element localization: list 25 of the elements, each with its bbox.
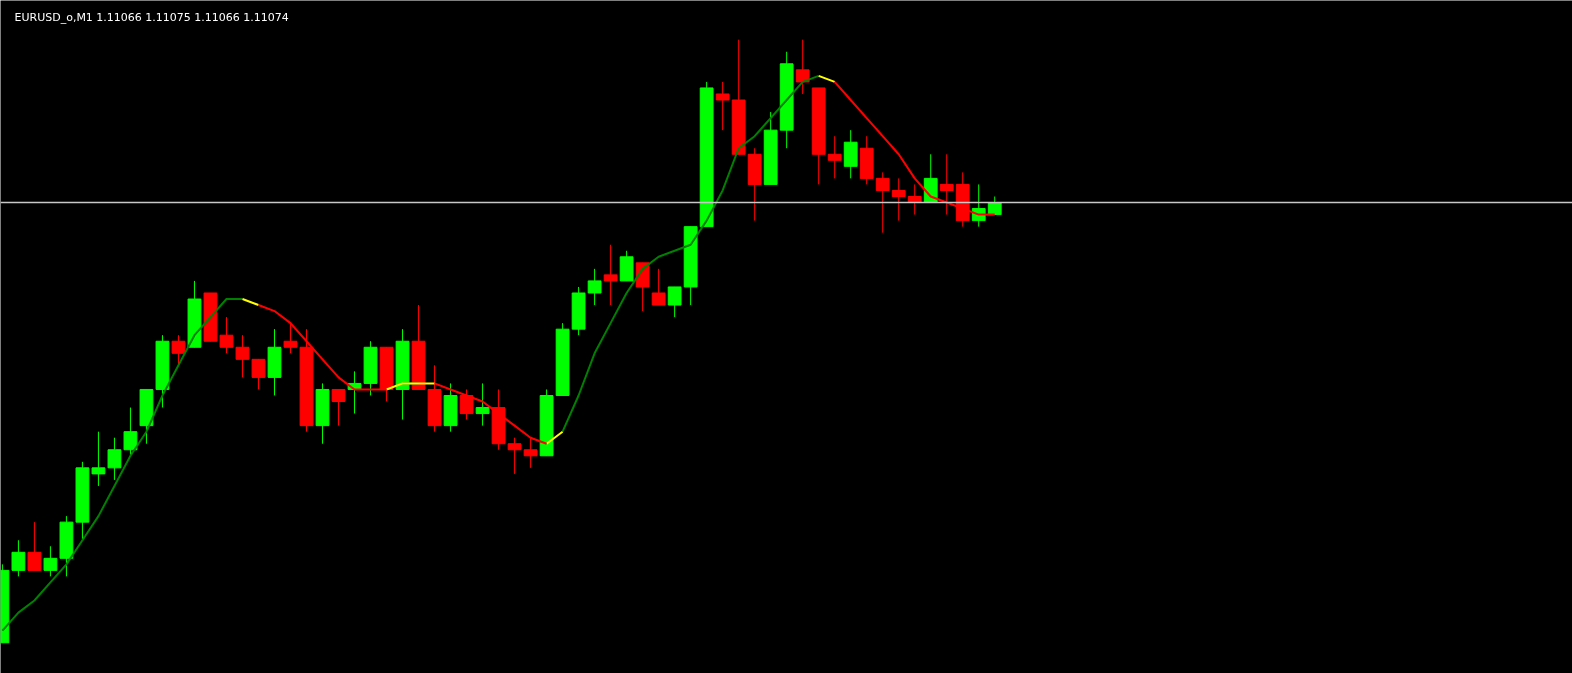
candlestick xyxy=(283,322,298,354)
candlestick xyxy=(107,437,122,481)
candlestick xyxy=(123,407,138,457)
candlestick xyxy=(235,334,250,378)
candlestick xyxy=(667,286,682,318)
candlestick xyxy=(587,268,602,306)
candlestick xyxy=(507,437,522,475)
candlestick xyxy=(171,334,186,366)
candlestick xyxy=(475,382,490,427)
candlestick xyxy=(875,171,890,234)
candlestick xyxy=(891,177,906,222)
candlestick xyxy=(11,539,26,577)
chart-title: EURUSD_o,M1 1.11066 1.11075 1.11066 1.11074 xyxy=(14,10,289,24)
candlestick xyxy=(43,545,58,577)
candlestick xyxy=(91,431,106,487)
candlestick xyxy=(27,521,42,571)
candlestick xyxy=(939,153,954,216)
candlestick xyxy=(795,39,810,95)
candlestick xyxy=(651,268,666,306)
candlestick xyxy=(715,81,730,131)
candlestick xyxy=(827,135,842,179)
candlestick xyxy=(459,388,474,421)
candlestick xyxy=(603,244,618,306)
candlestick xyxy=(331,388,346,427)
candlestick xyxy=(251,358,266,390)
